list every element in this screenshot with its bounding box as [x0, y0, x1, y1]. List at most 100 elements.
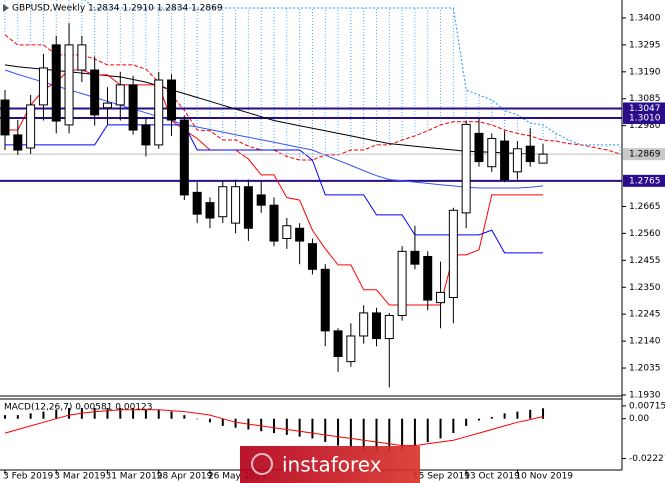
candle-body [115, 84, 125, 106]
candle-body [0, 99, 10, 136]
candle-body [320, 268, 330, 332]
macd-bar [503, 413, 506, 419]
candle-body [538, 153, 548, 164]
level-label: 1.3047 [629, 104, 661, 114]
candle-body [90, 69, 100, 116]
candle-body [410, 250, 420, 265]
candle-body [448, 209, 458, 299]
y-tick-label: 1.2245 [629, 310, 661, 320]
candle-body [64, 44, 74, 126]
macd-bar [221, 418, 224, 426]
macd-bar [311, 418, 314, 439]
price-plot [0, 0, 622, 388]
macd-bar [68, 407, 71, 419]
y-tick-label: 1.2980 [629, 121, 661, 131]
y-tick-label: 1.3400 [629, 13, 661, 23]
candle-body [487, 137, 497, 168]
macd-bar [529, 409, 532, 419]
macd-bar [490, 416, 493, 419]
y-tick-label: -0.02221 [629, 454, 665, 464]
x-tick-label: 26 May 2019 [208, 472, 267, 482]
candle-body [436, 291, 446, 304]
candle-body [269, 204, 279, 242]
cloud-span-b [84, 0, 620, 146]
candle-body [167, 79, 177, 121]
candle-body [102, 102, 112, 109]
x-tick-label: 31 Mar 2019 [105, 472, 162, 482]
macd-bar [439, 418, 442, 439]
macd-bar [362, 418, 365, 450]
y-tick-label: 1.2665 [629, 202, 661, 212]
candle-body [371, 312, 381, 340]
candle-body [461, 123, 471, 214]
x-tick-label: 15 Sep 2019 [413, 472, 470, 482]
macd-bar [285, 418, 288, 435]
macd-bar [349, 418, 352, 448]
x-tick-label: 3 Mar 2019 [54, 472, 106, 482]
x-tick-label: 10 Nov 2019 [515, 472, 573, 482]
watermark-text: instaforex [282, 453, 382, 477]
level-label-box [623, 174, 665, 187]
macd-bar [132, 407, 135, 419]
macd-bar [542, 408, 545, 419]
candle-body [218, 186, 228, 218]
candle-body [243, 186, 253, 229]
candle-body [282, 225, 292, 240]
macd-signal [4, 409, 544, 447]
x-tick-label: 28 Apr 2019 [157, 472, 213, 482]
candle-body [474, 132, 484, 163]
candle-body [295, 227, 305, 242]
candle-body [256, 194, 266, 206]
candle-body [179, 119, 189, 196]
macd-bar [42, 411, 45, 419]
y-tick-label: 1.2035 [629, 364, 661, 374]
candle-body [333, 330, 343, 358]
macd-bar [93, 407, 96, 419]
level-label: 1.2765 [629, 176, 661, 186]
cloud-span-a [4, 34, 621, 161]
y-tick-label: 1.2350 [629, 283, 661, 293]
x-tick-label: 3 Feb 2019 [3, 472, 54, 482]
level-label-box [623, 111, 665, 124]
macd-bar [16, 415, 19, 419]
candle-body [38, 67, 48, 106]
macd-bar [324, 418, 327, 443]
macd-bar [208, 418, 211, 423]
x-tick-label: 13 Oct 2019 [464, 472, 520, 482]
y-tick-label: 0.00715 [629, 401, 665, 411]
last-price-box [623, 148, 665, 161]
watermark-logo [251, 453, 273, 475]
macd-bar [196, 418, 199, 420]
y-tick-label: 1.2560 [629, 229, 661, 239]
symbol-icon [3, 4, 9, 12]
last-price-label: 1.2869 [629, 150, 661, 160]
macd-bar [273, 418, 276, 434]
macd-bar [452, 418, 455, 434]
macd-bar [183, 415, 186, 419]
macd-bar [375, 418, 378, 451]
level-label: 1.3010 [629, 113, 661, 123]
macd-bar [144, 409, 147, 419]
candle-body [26, 104, 36, 149]
candle-body [512, 148, 522, 173]
level-label-box [623, 102, 665, 115]
candle-body [231, 186, 241, 224]
macd-bar [106, 407, 109, 419]
chart-title: GBPUSD,Weekly 1.2834 1.2910 1.2834 1.286… [12, 4, 223, 14]
candle-body [397, 250, 407, 316]
y-tick-label: 1.2455 [629, 256, 661, 266]
y-tick-label: 0.00 [629, 414, 649, 424]
macd-bar [426, 418, 429, 443]
candle-body [359, 312, 369, 337]
candle-body [423, 255, 433, 301]
macd-bar [119, 407, 122, 419]
macd-bar [298, 418, 301, 437]
macd-bar [516, 411, 519, 419]
candle-body [192, 191, 202, 215]
candle-body [51, 44, 61, 122]
macd-bar [465, 418, 468, 426]
macd-bar [337, 418, 340, 446]
